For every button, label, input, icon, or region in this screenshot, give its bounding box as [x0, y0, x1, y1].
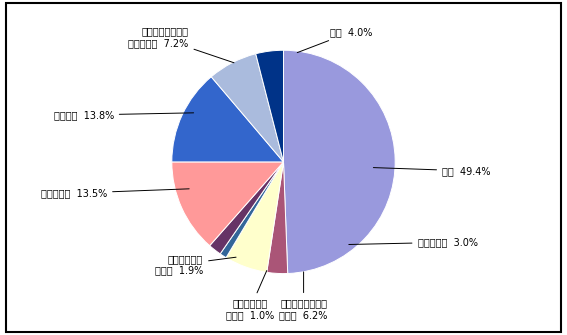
Text: 市税  49.4%: 市税 49.4% [374, 166, 490, 176]
Text: 市債  4.0%: 市債 4.0% [297, 27, 373, 53]
Wedge shape [172, 162, 284, 246]
Wedge shape [211, 54, 284, 162]
Text: 使用料および
手数料  1.9%: 使用料および 手数料 1.9% [155, 254, 236, 275]
Wedge shape [220, 162, 284, 258]
Wedge shape [172, 77, 284, 162]
Wedge shape [284, 50, 395, 273]
Wedge shape [226, 162, 284, 272]
Text: 保育料などの
負担金  1.0%: 保育料などの 負担金 1.0% [226, 271, 274, 320]
Text: 地方交付税  3.0%: 地方交付税 3.0% [349, 237, 477, 247]
Text: 繰越金・繰入金・
諸収入など  7.2%: 繰越金・繰入金・ 諸収入など 7.2% [128, 26, 234, 63]
Wedge shape [210, 162, 284, 254]
Wedge shape [256, 50, 284, 162]
Wedge shape [266, 162, 287, 274]
Text: 国庫支出金  13.5%: 国庫支出金 13.5% [41, 188, 189, 198]
Text: 地方譲与税などの
交付金  6.2%: 地方譲与税などの 交付金 6.2% [280, 272, 328, 320]
Text: 都支出金  13.8%: 都支出金 13.8% [53, 110, 193, 120]
